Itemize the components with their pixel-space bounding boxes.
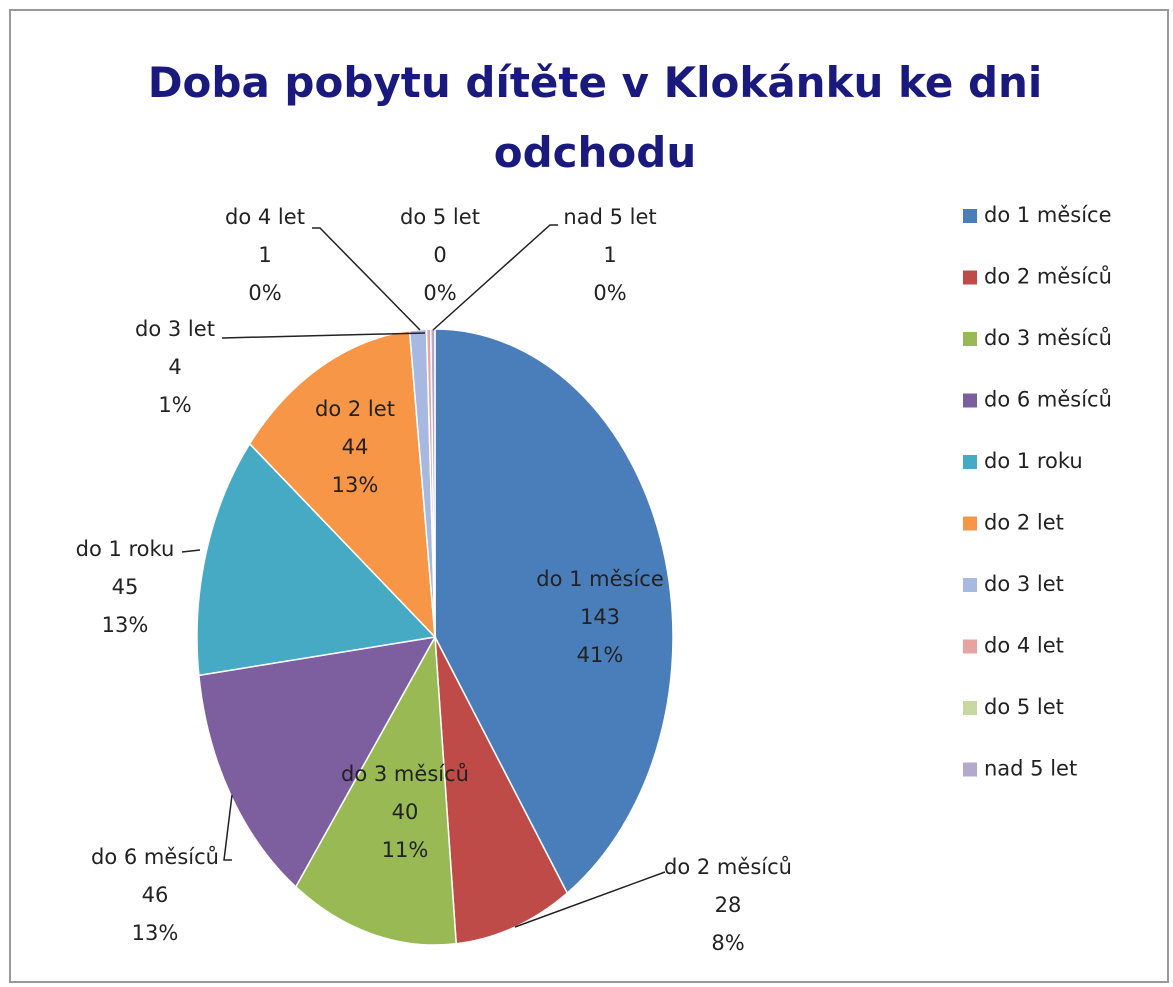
pie-slice [294, 634, 458, 946]
data-label-value: 1 [603, 243, 616, 267]
data-label-percent: 0% [593, 281, 626, 305]
data-label-value: 46 [142, 883, 169, 907]
data-label-name: do 4 let [225, 205, 305, 229]
data-label-value: 28 [715, 893, 742, 917]
data-label-value: 1 [258, 243, 271, 267]
leader-line [514, 871, 666, 928]
leader-line [312, 227, 421, 331]
data-label-name: do 1 měsíce [536, 567, 664, 591]
data-label-value: 0 [433, 243, 446, 267]
data-label-percent: 13% [332, 473, 379, 497]
legend-swatch [963, 455, 977, 469]
leader-line [432, 224, 558, 331]
legend-label: do 6 měsíců [984, 388, 1112, 412]
pie-slice [196, 442, 437, 677]
data-label-percent: 1% [158, 393, 191, 417]
legend-swatch [963, 639, 977, 654]
legend-swatch [963, 270, 977, 285]
data-label-name: do 2 měsíců [664, 855, 792, 879]
legend-label: do 5 let [984, 695, 1064, 719]
legend-swatch [963, 762, 977, 777]
data-label-value: 143 [580, 605, 620, 629]
data-label-percent: 0% [248, 281, 281, 305]
data-label-percent: 8% [711, 931, 744, 955]
data-label-value: 40 [392, 800, 419, 824]
legend-swatch [963, 516, 977, 531]
data-label-percent: 41% [577, 643, 624, 667]
pie-slice [198, 636, 437, 889]
data-label-percent: 13% [102, 613, 149, 637]
data-label-name: do 6 měsíců [91, 845, 219, 869]
legend-swatch [963, 332, 977, 346]
data-label-value: 44 [342, 435, 369, 459]
data-label-name: do 3 měsíců [341, 762, 469, 786]
legend-swatch [963, 209, 977, 223]
data-label-name: do 5 let [400, 205, 480, 229]
legend-swatch [963, 578, 977, 592]
leader-line [221, 332, 426, 339]
legend-swatch [963, 701, 977, 715]
legend-label: do 2 měsíců [984, 265, 1112, 289]
legend-label: do 4 let [984, 634, 1064, 658]
legend-label: do 3 let [984, 572, 1064, 596]
data-label-percent: 11% [382, 838, 429, 862]
data-label-name: do 3 let [135, 317, 215, 341]
pie-slice [434, 636, 569, 945]
data-label-percent: 0% [423, 281, 456, 305]
legend-label: do 2 let [984, 511, 1064, 535]
data-label-value: 4 [168, 355, 181, 379]
legend-swatch [963, 393, 977, 408]
data-label-name: do 2 let [315, 397, 395, 421]
data-label-percent: 13% [132, 921, 179, 945]
legend-label: do 1 roku [984, 449, 1083, 473]
leader-line [181, 549, 201, 553]
leader-line [223, 794, 233, 861]
data-label-name: nad 5 let [563, 205, 656, 229]
chart-title: Doba pobytu dítěte v Klokánku ke dni odch… [148, 58, 1043, 177]
legend-label: nad 5 let [984, 757, 1077, 781]
data-label-name: do 1 roku [76, 537, 175, 561]
data-label-value: 45 [112, 575, 139, 599]
legend-label: do 3 měsíců [984, 326, 1112, 350]
legend-label: do 1 měsíce [984, 203, 1112, 227]
